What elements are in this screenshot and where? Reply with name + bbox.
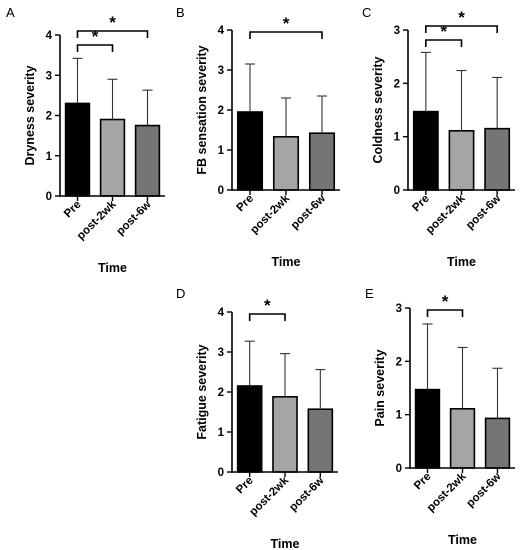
- panel-e-sig-bracket-0: [426, 309, 464, 317]
- panel-d-sig-bracket-0: [248, 313, 286, 321]
- panel-b-bar-0: [236, 111, 264, 191]
- panel-d-sig-label-0: *: [264, 296, 271, 315]
- panel-d-bar-0: [236, 385, 263, 473]
- panel-a-y-tick-label-3: 3: [46, 70, 52, 82]
- panel-e-category-label-2: post-6w: [464, 471, 503, 510]
- panel-e-x-title: Time: [448, 533, 477, 547]
- panel-b-sig-label-0: *: [283, 14, 290, 33]
- panel-a-category-label-1: post-2wk: [75, 198, 119, 242]
- panel-d-y-tick-label-2: 2: [218, 387, 224, 399]
- panel-b-bar-2: [308, 132, 336, 191]
- panel-a-letter: A: [6, 5, 15, 20]
- panel-b-y-tick-label-3: 3: [218, 65, 224, 77]
- panel-a-x-title: Time: [98, 261, 127, 275]
- panel-a-bar-1: [99, 118, 126, 197]
- panel-b-category-label-0: Pre: [235, 193, 257, 215]
- panel-c-category-label-2: post-6w: [464, 193, 503, 232]
- panel-d-bar-1: [272, 395, 298, 473]
- panel-d-category-label-0: Pre: [234, 475, 256, 497]
- panel-c-bar-0: [412, 110, 439, 191]
- panel-c-y-title: Coldness severity: [371, 56, 385, 163]
- panel-d-bar-2: [307, 408, 334, 473]
- panel-b-sig-bracket-0: [249, 31, 323, 39]
- panel-b-y-tick-label-0: 0: [218, 185, 224, 197]
- panel-c-y-tick-label-1: 1: [394, 132, 401, 144]
- panel-a-y-title: Dryness severity: [23, 65, 37, 165]
- panel-d-y-tick-label-0: 0: [218, 467, 224, 479]
- panel-a-bar-0: [64, 102, 91, 197]
- panel-a-bar-2: [134, 124, 161, 197]
- panel-d-x-title: Time: [271, 537, 300, 550]
- panel-a-y-tick-label-2: 2: [46, 111, 52, 123]
- panel-e-y-tick-label-2: 2: [396, 356, 402, 368]
- panel-c-letter: C: [362, 5, 371, 20]
- panel-b-letter: B: [176, 5, 185, 20]
- panel-e-bar-1: [449, 407, 476, 469]
- panel-c-sig-bracket-0: [425, 39, 463, 47]
- panel-e-bar-0: [414, 388, 441, 469]
- panel-c-x-title: Time: [447, 255, 476, 269]
- panel-c-y-tick-label-0: 0: [394, 185, 400, 197]
- panel-b-y-tick-label-2: 2: [218, 105, 224, 117]
- panel-d-category-label-2: post-6w: [287, 475, 326, 514]
- panel-c-bar-2: [484, 127, 511, 191]
- panel-b-y-tick-label-1: 1: [218, 145, 225, 157]
- panel-a-y-tick-label-1: 1: [46, 151, 53, 163]
- panel-b-y-title: FB sensation severity: [195, 45, 209, 174]
- panel-e-y-tick-label-0: 0: [396, 463, 402, 475]
- panel-c-sig-label-0: *: [440, 22, 447, 41]
- panel-a-sig-label-1: *: [109, 13, 116, 32]
- panel-e-letter: E: [365, 286, 374, 301]
- panel-d-y-tick-label-4: 4: [218, 307, 225, 319]
- panel-a-category-label-2: post-6w: [114, 199, 153, 238]
- panel-b-x-title: Time: [272, 255, 301, 269]
- panel-e-y-tick-label-3: 3: [396, 303, 402, 315]
- panel-e-y-title: Pain severity: [373, 349, 387, 426]
- panel-c-y-tick-label-2: 2: [394, 78, 400, 90]
- panel-d-y-tick-label-3: 3: [218, 347, 224, 359]
- panel-d-y-title: Fatigue severity: [195, 344, 209, 439]
- panel-b-category-label-1: post-2wk: [248, 192, 292, 236]
- panel-a-sig-bracket-1: [76, 30, 149, 38]
- panel-e-category-label-1: post-2wk: [425, 470, 469, 514]
- panel-a-sig-bracket-0: [76, 44, 114, 52]
- panel-a-y-tick-label-4: 4: [46, 30, 53, 42]
- panel-c-sig-label-1: *: [458, 8, 465, 27]
- panel-a-sig-label-0: *: [92, 27, 99, 46]
- panel-c-bar-1: [448, 130, 475, 191]
- panel-b-bar-1: [272, 136, 300, 191]
- panel-c-category-label-0: Pre: [410, 193, 432, 215]
- panel-c-y-tick-label-3: 3: [394, 25, 400, 37]
- panel-e-y-tick-label-1: 1: [396, 410, 403, 422]
- panel-e-bar-2: [484, 417, 511, 469]
- panel-a-category-label-0: Pre: [62, 199, 84, 221]
- panel-d-y-tick-label-1: 1: [218, 427, 225, 439]
- panel-b-category-label-2: post-6w: [289, 193, 328, 232]
- panel-d-category-label-1: post-2wk: [247, 474, 291, 518]
- panel-d-letter: D: [176, 286, 185, 301]
- panel-e-sig-label-0: *: [442, 292, 449, 311]
- panel-c-sig-bracket-1: [425, 25, 498, 33]
- panel-b-y-tick-label-4: 4: [218, 25, 225, 37]
- panel-e-category-label-0: Pre: [412, 471, 434, 493]
- panel-a-y-tick-label-0: 0: [46, 191, 52, 203]
- panel-c-category-label-1: post-2wk: [424, 192, 468, 236]
